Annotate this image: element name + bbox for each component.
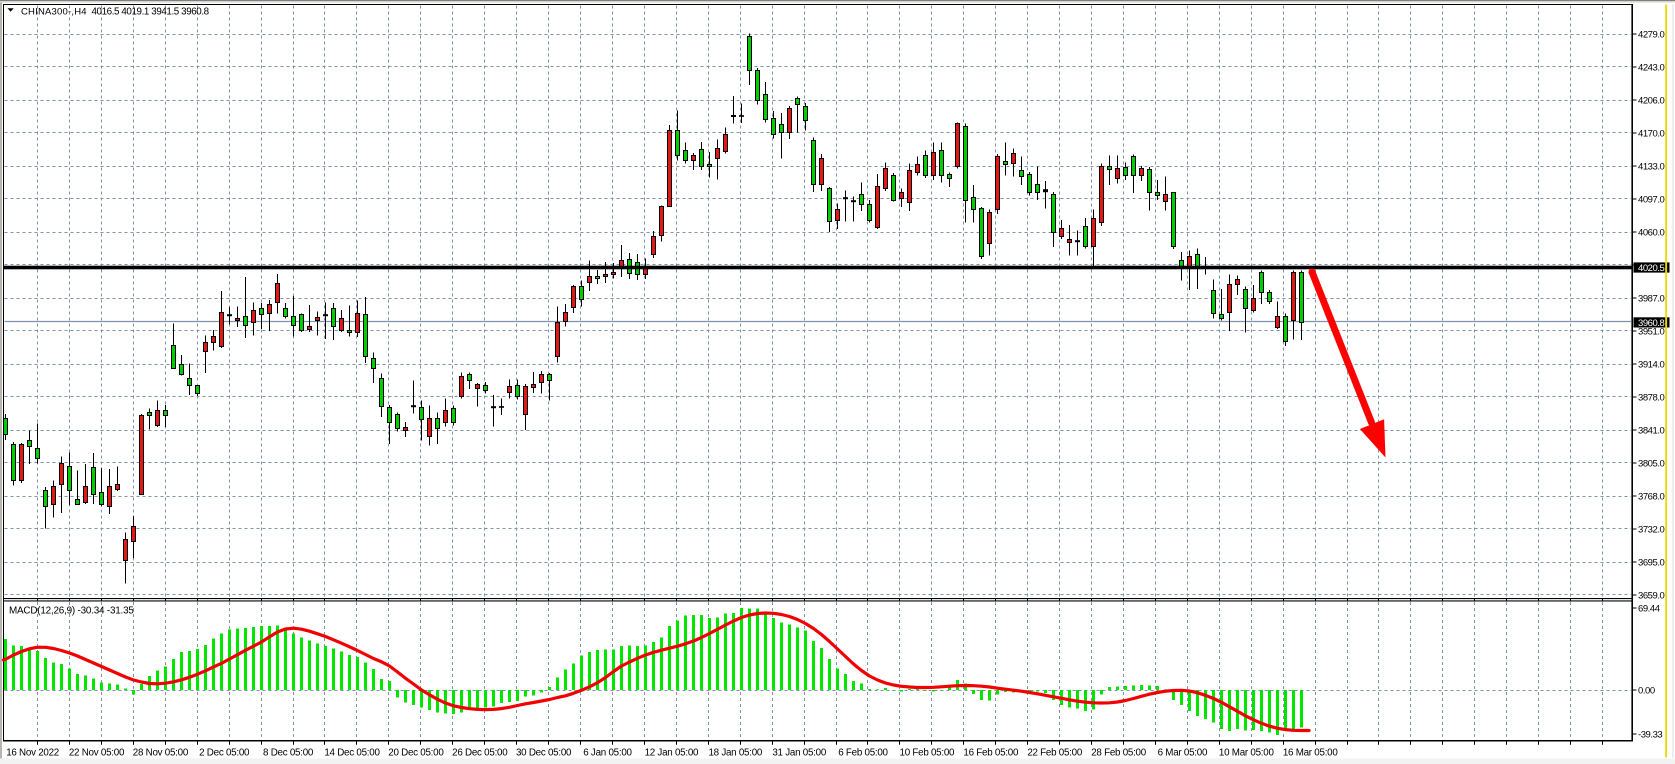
svg-text:6 Jan 05:00: 6 Jan 05:00 <box>583 748 632 759</box>
svg-text:0.00: 0.00 <box>1638 685 1655 696</box>
svg-text:-39.33: -39.33 <box>1638 729 1662 740</box>
svg-text:3695.0: 3695.0 <box>1638 557 1665 568</box>
svg-text:8 Dec 05:00: 8 Dec 05:00 <box>263 748 314 759</box>
svg-text:4016.5 4019.1 3941.5 3960.8: 4016.5 4019.1 3941.5 3960.8 <box>92 7 210 18</box>
svg-text:10 Mar 05:00: 10 Mar 05:00 <box>1219 748 1275 759</box>
svg-text:3732.0: 3732.0 <box>1638 524 1665 535</box>
svg-text:2 Dec 05:00: 2 Dec 05:00 <box>199 748 250 759</box>
svg-text:14 Dec 05:00: 14 Dec 05:00 <box>324 748 380 759</box>
svg-text:28 Nov 05:00: 28 Nov 05:00 <box>133 748 189 759</box>
svg-text:4020.5: 4020.5 <box>1638 263 1665 274</box>
svg-text:30 Dec 05:00: 30 Dec 05:00 <box>516 748 572 759</box>
svg-text:26 Dec 05:00: 26 Dec 05:00 <box>452 748 508 759</box>
svg-text:3841.0: 3841.0 <box>1638 425 1665 436</box>
svg-text:4243.0: 4243.0 <box>1638 62 1665 73</box>
svg-text:CHINA300-,H4: CHINA300-,H4 <box>21 7 87 18</box>
svg-text:20 Dec 05:00: 20 Dec 05:00 <box>388 748 444 759</box>
svg-text:28 Feb 05:00: 28 Feb 05:00 <box>1091 748 1147 759</box>
svg-text:16 Mar 05:00: 16 Mar 05:00 <box>1283 748 1339 759</box>
svg-text:3960.8: 3960.8 <box>1638 318 1665 329</box>
svg-text:3659.0: 3659.0 <box>1638 590 1665 601</box>
svg-text:31 Jan 05:00: 31 Jan 05:00 <box>772 748 826 759</box>
svg-text:12 Jan 05:00: 12 Jan 05:00 <box>645 748 699 759</box>
svg-text:3878.0: 3878.0 <box>1638 392 1665 403</box>
svg-text:3768.0: 3768.0 <box>1638 491 1665 502</box>
svg-text:6 Mar 05:00: 6 Mar 05:00 <box>1158 748 1208 759</box>
svg-text:3987.0: 3987.0 <box>1638 293 1665 304</box>
svg-text:4133.0: 4133.0 <box>1638 161 1665 172</box>
svg-text:3951.0: 3951.0 <box>1638 326 1665 337</box>
svg-text:4170.0: 4170.0 <box>1638 128 1665 139</box>
svg-text:4206.0: 4206.0 <box>1638 95 1665 106</box>
svg-text:4279.0: 4279.0 <box>1638 29 1665 40</box>
svg-text:3805.0: 3805.0 <box>1638 458 1665 469</box>
svg-text:MACD(12,26,9) -30.34 -31.35: MACD(12,26,9) -30.34 -31.35 <box>9 606 134 617</box>
svg-text:4060.0: 4060.0 <box>1638 227 1665 238</box>
svg-text:10 Feb 05:00: 10 Feb 05:00 <box>900 748 956 759</box>
svg-text:6 Feb 05:00: 6 Feb 05:00 <box>838 748 888 759</box>
svg-text:4097.0: 4097.0 <box>1638 194 1665 205</box>
svg-text:16 Nov 2022: 16 Nov 2022 <box>6 748 59 759</box>
svg-text:22 Nov 05:00: 22 Nov 05:00 <box>69 748 125 759</box>
svg-text:16 Feb 05:00: 16 Feb 05:00 <box>963 748 1019 759</box>
svg-text:69.44: 69.44 <box>1638 603 1660 614</box>
svg-text:22 Feb 05:00: 22 Feb 05:00 <box>1027 748 1083 759</box>
svg-text:18 Jan 05:00: 18 Jan 05:00 <box>708 748 762 759</box>
svg-text:3914.0: 3914.0 <box>1638 359 1665 370</box>
